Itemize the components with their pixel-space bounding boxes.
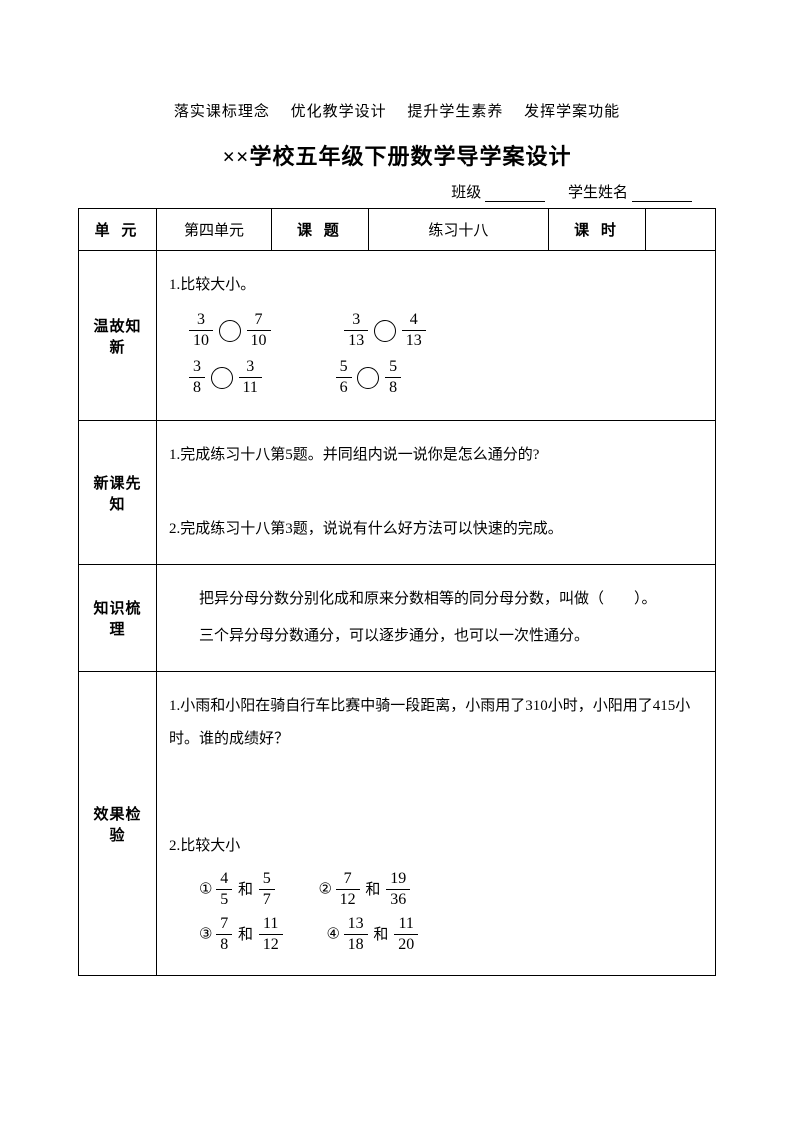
topic-value-cell: 练习十八 [368,209,548,251]
item-num: ② [318,882,331,898]
frac-pair-2: 313 413 [344,312,426,349]
row4-content: 1.小雨和小阳在骑自行车比赛中骑一段距离，小雨用了310小时，小阳用了415小时… [157,672,716,976]
frac-num: 3 [344,312,368,331]
unit-value-cell: 第四单元 [157,209,272,251]
row-knowledge: 知识梳理 把异分母分数分别化成和原来分数相等的同分母分数，叫做（ ）。 三个异分… [79,565,716,672]
row3-label: 知识梳理 [79,565,157,672]
item-num: ③ [199,927,212,943]
row1-label: 温故知新 [79,251,157,421]
frac-num: 7 [247,312,271,331]
motto-1: 落实课标理念 [174,104,270,120]
compare-circle[interactable] [211,367,233,389]
row2-p2: 2.完成练习十八第3题，说说有什么好方法可以快速的完成。 [169,513,703,546]
compare-item-4: ④ 1318 和 1120 [326,916,418,953]
compare-item-1: ① 45 和 57 [199,871,275,908]
frac-den: 10 [247,331,271,349]
page-title: ××学校五年级下册数学导学案设计 [78,139,716,171]
row2-label: 新课先知 [79,421,157,565]
frac-num: 7 [216,916,232,935]
name-label: 学生姓名 [568,185,628,201]
header-row: 单 元 第四单元 课 题 练习十八 课 时 [79,209,716,251]
item-num: ④ [326,927,339,943]
frac-num: 3 [189,312,213,331]
frac-pair-4: 56 58 [336,359,402,396]
frac-num: 4 [402,312,426,331]
row-test: 效果检验 1.小雨和小阳在骑自行车比赛中骑一段距离，小雨用了310小时，小阳用了… [79,672,716,976]
frac-num: 13 [344,916,368,935]
frac-row-2: 38 311 56 58 [189,359,703,396]
row3-p1: 把异分母分数分别化成和原来分数相等的同分母分数，叫做（ ）。 [169,583,703,616]
frac-den: 5 [216,890,232,908]
frac-num: 3 [239,359,262,378]
frac-num: 7 [336,871,360,890]
motto-line: 落实课标理念 优化教学设计 提升学生素养 发挥学案功能 [78,100,716,121]
frac-den: 36 [386,890,410,908]
compare-row-2: ③ 78 和 1112 ④ 1318 和 1120 [199,916,703,953]
compare-circle[interactable] [357,367,379,389]
frac-num: 5 [259,871,275,890]
compare-circle[interactable] [374,320,396,342]
frac-den: 12 [336,890,360,908]
class-label: 班级 [451,185,481,201]
row2-content: 1.完成练习十八第5题。并同组内说一说你是怎么通分的? 2.完成练习十八第3题，… [157,421,716,565]
frac-den: 13 [402,331,426,349]
row4-p1: 1.小雨和小阳在骑自行车比赛中骑一段距离，小雨用了310小时，小阳用了415小时… [169,690,703,756]
row-review: 温故知新 1.比较大小。 310 710 313 413 38 [79,251,716,421]
frac-den: 11 [239,378,262,396]
row3-p2: 三个异分母分数通分，可以逐步通分，也可以一次性通分。 [169,620,703,653]
period-label: 课 时 [574,223,620,239]
item-num: ① [199,882,212,898]
row-preview: 新课先知 1.完成练习十八第5题。并同组内说一说你是怎么通分的? 2.完成练习十… [79,421,716,565]
row4-label: 效果检验 [79,672,157,976]
compare-item-3: ③ 78 和 1112 [199,916,283,953]
motto-3: 提升学生素养 [407,104,503,120]
frac-pair-3: 38 311 [189,359,262,396]
frac-num: 19 [386,871,410,890]
period-value-cell [646,209,716,251]
frac-den: 10 [189,331,213,349]
and-text: 和 [365,882,380,898]
frac-num: 11 [394,916,418,935]
frac-num: 4 [216,871,232,890]
frac-den: 13 [344,331,368,349]
and-text: 和 [238,927,253,943]
period-label-cell: 课 时 [548,209,645,251]
frac-num: 3 [189,359,205,378]
class-blank[interactable] [485,201,545,202]
and-text: 和 [238,882,253,898]
compare-circle[interactable] [219,320,241,342]
unit-label-cell: 单 元 [79,209,157,251]
compare-item-2: ② 712 和 1936 [318,871,410,908]
frac-den: 6 [336,378,352,396]
row1-content: 1.比较大小。 310 710 313 413 38 311 [157,251,716,421]
frac-den: 12 [259,935,283,953]
motto-4: 发挥学案功能 [524,104,620,120]
student-info: 班级 学生姓名 [78,181,716,202]
frac-num: 5 [336,359,352,378]
topic-label-cell: 课 题 [271,209,368,251]
frac-den: 8 [385,378,401,396]
topic-label: 课 题 [297,223,343,239]
and-text: 和 [373,927,388,943]
motto-2: 优化教学设计 [291,104,387,120]
compare-row-1: ① 45 和 57 ② 712 和 1936 [199,871,703,908]
frac-den: 8 [216,935,232,953]
row1-q1: 1.比较大小。 [169,269,703,302]
frac-pair-1: 310 710 [189,312,271,349]
unit-label: 单 元 [95,223,141,239]
frac-row-1: 310 710 313 413 [189,312,703,349]
frac-den: 7 [259,890,275,908]
name-blank[interactable] [632,201,692,202]
worksheet-table: 单 元 第四单元 课 题 练习十八 课 时 温故知新 1.比较大小。 310 7… [78,208,716,976]
frac-den: 20 [394,935,418,953]
row3-content: 把异分母分数分别化成和原来分数相等的同分母分数，叫做（ ）。 三个异分母分数通分… [157,565,716,672]
frac-num: 11 [259,916,283,935]
frac-den: 18 [344,935,368,953]
row4-q2: 2.比较大小 [169,830,703,863]
row2-p1: 1.完成练习十八第5题。并同组内说一说你是怎么通分的? [169,439,703,472]
frac-den: 8 [189,378,205,396]
frac-num: 5 [385,359,401,378]
